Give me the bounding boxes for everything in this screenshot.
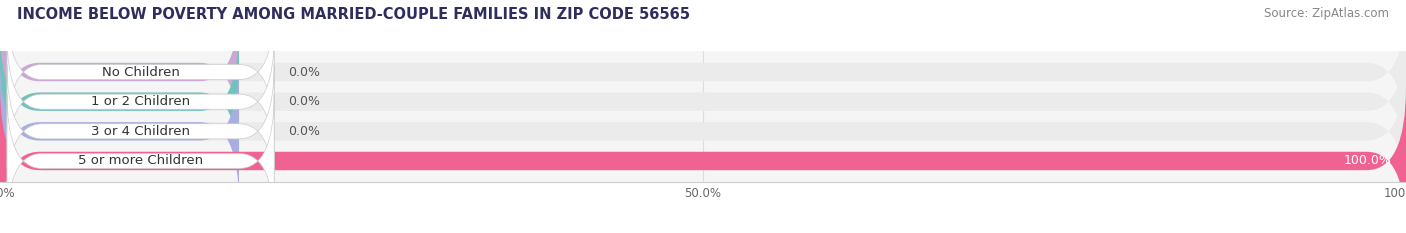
Text: INCOME BELOW POVERTY AMONG MARRIED-COUPLE FAMILIES IN ZIP CODE 56565: INCOME BELOW POVERTY AMONG MARRIED-COUPL… — [17, 7, 690, 22]
FancyBboxPatch shape — [7, 35, 274, 168]
FancyBboxPatch shape — [7, 5, 274, 139]
FancyBboxPatch shape — [7, 94, 274, 228]
FancyBboxPatch shape — [0, 0, 239, 146]
FancyBboxPatch shape — [0, 58, 1406, 205]
Text: 1 or 2 Children: 1 or 2 Children — [91, 95, 190, 108]
Text: No Children: No Children — [101, 65, 180, 79]
Text: 100.0%: 100.0% — [1344, 154, 1392, 168]
FancyBboxPatch shape — [0, 0, 1406, 146]
Text: 3 or 4 Children: 3 or 4 Children — [91, 125, 190, 138]
FancyBboxPatch shape — [7, 65, 274, 198]
FancyBboxPatch shape — [0, 87, 1406, 233]
FancyBboxPatch shape — [0, 58, 239, 205]
Text: 0.0%: 0.0% — [288, 65, 321, 79]
Text: Source: ZipAtlas.com: Source: ZipAtlas.com — [1264, 7, 1389, 20]
Text: 5 or more Children: 5 or more Children — [79, 154, 202, 168]
FancyBboxPatch shape — [0, 28, 239, 175]
Text: 0.0%: 0.0% — [288, 95, 321, 108]
FancyBboxPatch shape — [0, 28, 1406, 175]
FancyBboxPatch shape — [0, 87, 1406, 233]
Text: 0.0%: 0.0% — [288, 125, 321, 138]
